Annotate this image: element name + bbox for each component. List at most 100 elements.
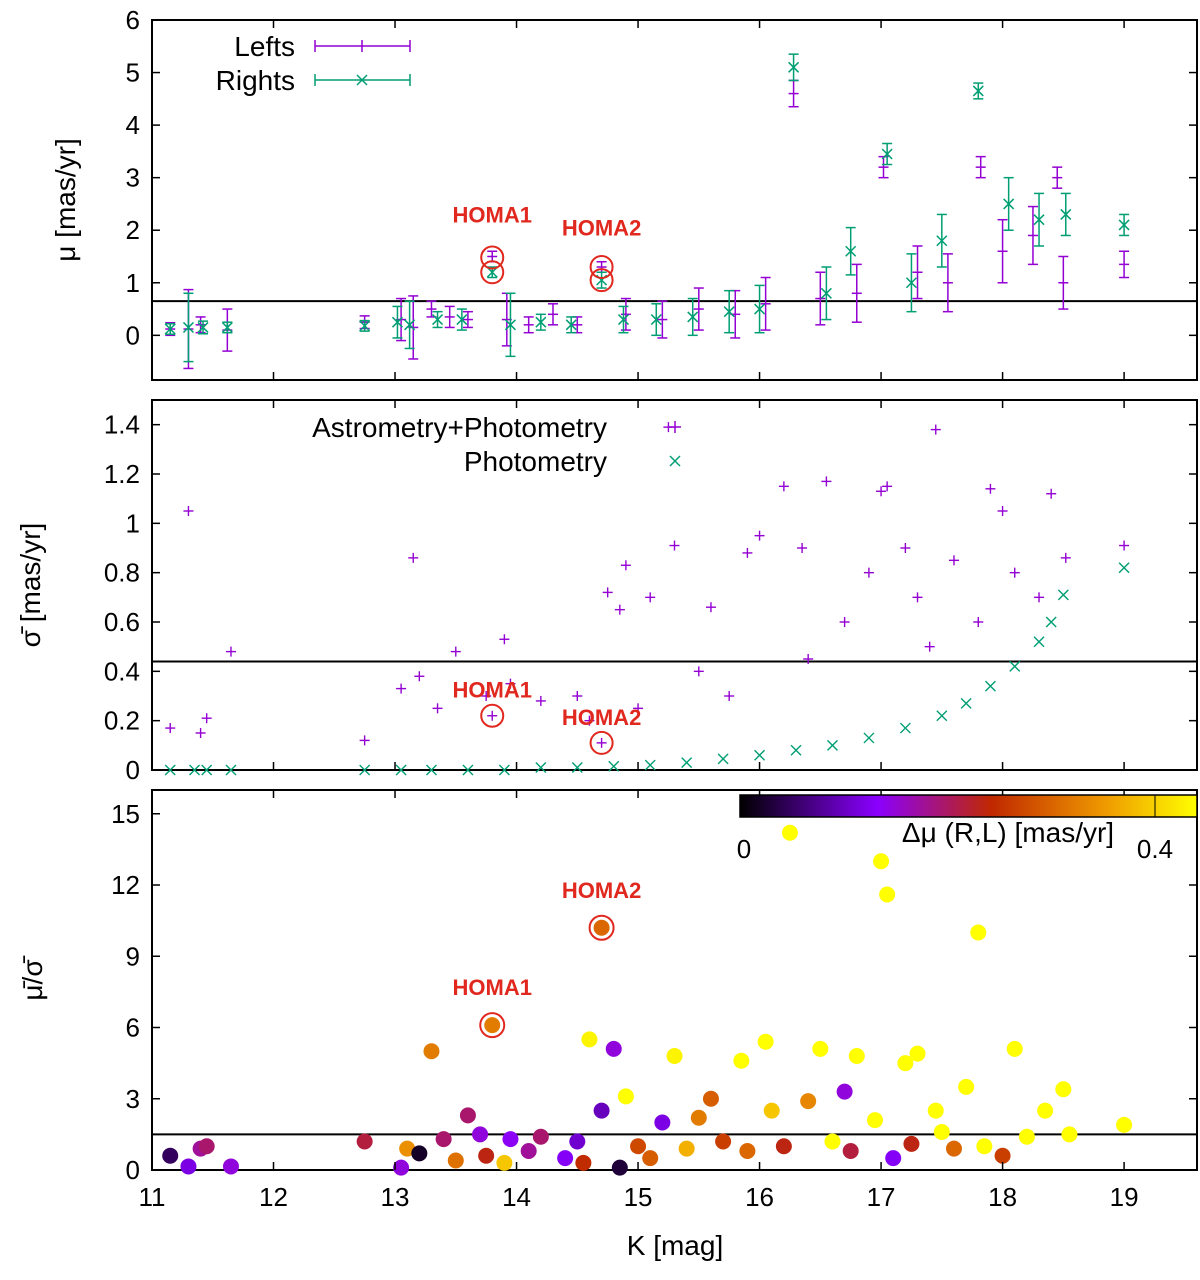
x-tick-label: 13: [381, 1182, 410, 1212]
y-tick-label: 0.8: [104, 558, 140, 588]
photometry-point: [201, 764, 213, 776]
astrometry-photometry-point: [839, 617, 850, 627]
source-point: [757, 1033, 774, 1050]
source-point: [399, 1140, 416, 1157]
astrometry-photometry-point: [912, 592, 923, 603]
source-point: [532, 1128, 549, 1145]
source-point: [812, 1040, 829, 1057]
colorbar-min-label: 0: [737, 834, 751, 864]
astrometry-photometry-point: [572, 691, 583, 701]
source-point: [702, 1090, 719, 1107]
top-panel: 0 1 2 3 4 5 6 HOMA1 HOMA2: [126, 5, 1197, 370]
rights-point: [820, 266, 832, 321]
source-point: [411, 1145, 428, 1162]
x-tick-label: 17: [867, 1182, 896, 1212]
legend-marker-astrometry-photometry: [669, 421, 681, 433]
source-point: [739, 1143, 756, 1159]
photometry-point: [936, 710, 948, 722]
rights-point: [535, 313, 547, 331]
astrometry-photometry-point: [620, 560, 631, 571]
photometry-point: [395, 764, 407, 776]
rights-point: [845, 226, 857, 276]
source-point: [617, 1088, 634, 1105]
source-point: [842, 1143, 859, 1159]
rights-point: [650, 303, 662, 337]
source-point: [866, 1112, 883, 1129]
rights-point: [565, 316, 577, 334]
rights-point: [1060, 192, 1072, 237]
source-point: [958, 1078, 975, 1095]
rights-point: [359, 319, 371, 332]
y-tick-label: 0.6: [104, 607, 140, 637]
y-tick-label: 0: [126, 755, 140, 785]
source-point: [447, 1152, 464, 1169]
astrometry-photometry-point: [1034, 592, 1045, 603]
astrometry-photometry-point: [863, 567, 874, 578]
photometry-point: [571, 762, 583, 774]
source-point: [198, 1138, 215, 1155]
colorbar-gradient: [739, 794, 1198, 818]
photometry-point: [826, 739, 838, 751]
legend-label-photometry: Photometry: [464, 446, 607, 477]
source-point: [222, 1158, 239, 1175]
source-point: [1061, 1126, 1078, 1143]
astrometry-photometry-point: [705, 602, 716, 613]
source-point: [180, 1158, 197, 1175]
source-point: [1037, 1102, 1054, 1119]
source-point: [848, 1048, 865, 1064]
x-tick-label: 12: [259, 1182, 288, 1212]
photometry-point: [1009, 660, 1021, 672]
source-point: [781, 824, 798, 841]
photometry-point: [754, 749, 766, 761]
source-point: [1116, 1116, 1133, 1133]
astrometry-photometry-point: [900, 543, 911, 553]
photometry-point: [1045, 616, 1057, 628]
source-point: [593, 919, 610, 936]
source-point: [611, 1159, 628, 1176]
astrometry-photometry-point: [225, 646, 236, 657]
source-point: [715, 1133, 732, 1150]
bottom-y-axis-label: μ̄/σ̄: [17, 955, 48, 1000]
source-point: [933, 1124, 950, 1140]
astrometry-photometry-point: [450, 646, 461, 657]
astrometry-photometry-point: [535, 695, 546, 706]
y-tick-label: 0: [126, 1155, 140, 1185]
lefts-point: [462, 310, 473, 329]
source-point: [502, 1131, 519, 1148]
rights-point: [391, 305, 403, 339]
astrometry-photometry-point: [584, 715, 595, 726]
lefts-point: [444, 305, 455, 329]
astrometry-photometry-point: [183, 506, 194, 516]
source-point: [1006, 1040, 1023, 1057]
astrometry-photometry-point: [487, 710, 498, 721]
lefts-point: [975, 155, 986, 179]
y-tick-label: 2: [126, 215, 140, 245]
lefts-point: [760, 276, 771, 331]
annotation-label: HOMA2: [562, 215, 641, 240]
astrometry-photometry-point: [359, 735, 370, 746]
x-tick-label: 15: [624, 1182, 653, 1212]
photometry-point: [899, 722, 911, 734]
source-point: [885, 1150, 902, 1167]
source-point: [642, 1150, 659, 1167]
x-axis-label: K [mag]: [627, 1230, 723, 1261]
lefts-point: [693, 287, 704, 331]
annotation-label: HOMA1: [453, 975, 532, 1000]
legend-marker-rights: [314, 74, 411, 86]
photometry-point: [462, 764, 474, 776]
rights-point: [788, 53, 800, 82]
source-point: [472, 1126, 489, 1143]
astrometry-photometry-point: [1060, 552, 1071, 563]
source-point: [459, 1107, 476, 1124]
bottom-panel: 0 3 6 9 12 15 HOMA2 HOMA1: [111, 799, 1197, 1185]
lefts-point: [912, 245, 923, 300]
photometry-point: [535, 762, 547, 774]
astrometry-photometry-point: [645, 592, 656, 603]
source-point: [569, 1133, 586, 1150]
rights-point: [723, 289, 735, 334]
y-tick-label: 4: [126, 110, 140, 140]
lefts-point: [523, 316, 534, 334]
middle-panel: 0 0.2 0.4 0.6 0.8 1 1.2 1.4 HOMA1 HOMA2: [104, 410, 1197, 785]
astrometry-photometry-point: [724, 691, 735, 701]
